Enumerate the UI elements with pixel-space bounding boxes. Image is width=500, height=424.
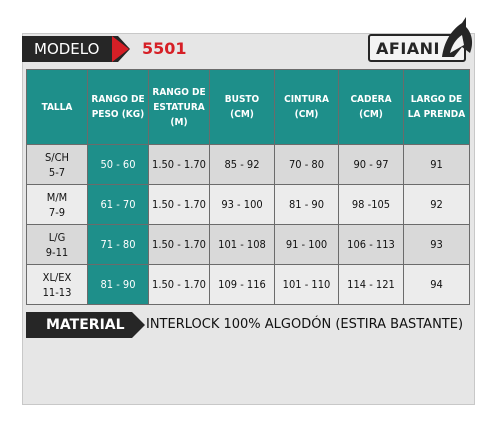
- size-cell: XL/EX 11-13: [26, 264, 88, 305]
- weight-cell: 61 - 70: [87, 184, 149, 225]
- waist-cell: 101 - 110: [274, 264, 339, 305]
- table-row: M/M 7-9 61 - 70 1.50 - 1.70 93 - 100 81 -…: [26, 184, 470, 225]
- bust-cell: 101 - 108: [209, 224, 275, 265]
- column-header: TALLA: [26, 69, 88, 145]
- size-label: M/M: [46, 190, 68, 204]
- column-header: RANGO DE PESO (KG): [87, 69, 149, 145]
- fox-logo-icon: [442, 17, 473, 57]
- modelo-arrow-icon: [112, 36, 129, 62]
- height-cell: 1.50 - 1.70: [148, 184, 210, 225]
- column-header: CADERA (CM): [338, 69, 404, 145]
- hip-cell: 114 - 121: [338, 264, 404, 305]
- size-label: L/G: [48, 230, 66, 244]
- column-header: LARGO DE LA PRENDA: [403, 69, 470, 145]
- weight-cell: 50 - 60: [87, 144, 149, 185]
- size-cell: L/G 9-11: [26, 224, 88, 265]
- length-cell: 94: [403, 264, 470, 305]
- height-cell: 1.50 - 1.70: [148, 224, 210, 265]
- size-cell: M/M 7-9: [26, 184, 88, 225]
- height-cell: 1.50 - 1.70: [148, 144, 210, 185]
- size-age: 11-13: [42, 285, 72, 299]
- modelo-code: 5501: [142, 39, 187, 58]
- size-age: 5-7: [48, 165, 66, 179]
- size-label: S/CH: [45, 150, 69, 164]
- length-cell: 93: [403, 224, 470, 265]
- hip-cell: 98 -105: [338, 184, 404, 225]
- bust-cell: 93 - 100: [209, 184, 275, 225]
- size-cell: S/CH 5-7: [26, 144, 88, 185]
- weight-cell: 71 - 80: [87, 224, 149, 265]
- table-header-row: TALLA RANGO DE PESO (KG) RANGO DE ESTATU…: [26, 69, 470, 145]
- size-age: 9-11: [45, 245, 69, 259]
- table-row: XL/EX 11-13 81 - 90 1.50 - 1.70 109 - 116…: [26, 264, 470, 305]
- hip-cell: 106 - 113: [338, 224, 404, 265]
- material-label: MATERIAL: [26, 312, 145, 338]
- weight-cell: 81 - 90: [87, 264, 149, 305]
- column-header: BUSTO (CM): [209, 69, 275, 145]
- length-cell: 92: [403, 184, 470, 225]
- hip-cell: 90 - 97: [338, 144, 404, 185]
- size-age: 7-9: [48, 205, 66, 219]
- table-row: L/G 9-11 71 - 80 1.50 - 1.70 101 - 108 91…: [26, 224, 470, 265]
- length-cell: 91: [403, 144, 470, 185]
- material-value: INTERLOCK 100% ALGODÓN (ESTIRA BASTANTE): [146, 317, 464, 332]
- waist-cell: 81 - 90: [274, 184, 339, 225]
- bust-cell: 85 - 92: [209, 144, 275, 185]
- modelo-label: MODELO: [22, 36, 130, 62]
- table-row: S/CH 5-7 50 - 60 1.50 - 1.70 85 - 92 70 -…: [26, 144, 470, 185]
- bust-cell: 109 - 116: [209, 264, 275, 305]
- height-cell: 1.50 - 1.70: [148, 264, 210, 305]
- brand-name: AFIANI: [376, 38, 440, 58]
- size-table: TALLA RANGO DE PESO (KG) RANGO DE ESTATU…: [26, 69, 470, 305]
- waist-cell: 91 - 100: [274, 224, 339, 265]
- size-label: XL/EX: [42, 270, 72, 284]
- column-header: RANGO DE ESTATURA (M): [148, 69, 210, 145]
- waist-cell: 70 - 80: [274, 144, 339, 185]
- column-header: CINTURA (CM): [274, 69, 339, 145]
